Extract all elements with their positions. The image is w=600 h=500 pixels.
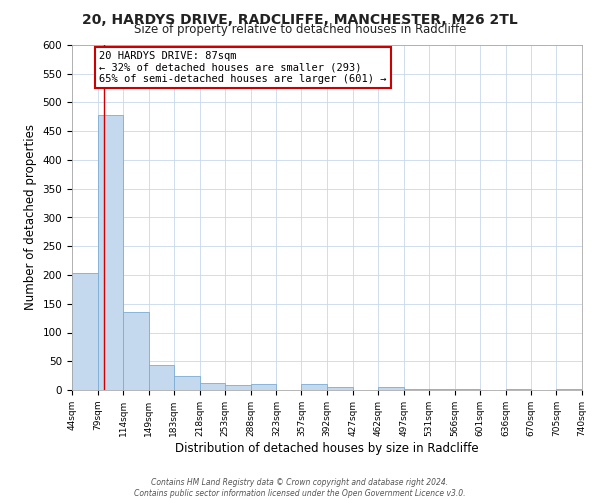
Bar bbox=[251, 384, 277, 390]
Bar bbox=[301, 384, 327, 390]
Bar bbox=[429, 389, 455, 390]
Text: Contains HM Land Registry data © Crown copyright and database right 2024.
Contai: Contains HM Land Registry data © Crown c… bbox=[134, 478, 466, 498]
Text: 20, HARDYS DRIVE, RADCLIFFE, MANCHESTER, M26 2TL: 20, HARDYS DRIVE, RADCLIFFE, MANCHESTER,… bbox=[82, 12, 518, 26]
Bar bbox=[98, 115, 123, 390]
Bar bbox=[506, 389, 531, 390]
Bar bbox=[149, 366, 174, 390]
Bar bbox=[455, 389, 480, 390]
Bar bbox=[404, 389, 429, 390]
Bar bbox=[199, 382, 225, 390]
Bar bbox=[327, 387, 353, 390]
X-axis label: Distribution of detached houses by size in Radcliffe: Distribution of detached houses by size … bbox=[175, 442, 479, 454]
Bar bbox=[378, 387, 404, 390]
Bar bbox=[72, 274, 98, 390]
Text: 20 HARDYS DRIVE: 87sqm
← 32% of detached houses are smaller (293)
65% of semi-de: 20 HARDYS DRIVE: 87sqm ← 32% of detached… bbox=[99, 50, 386, 84]
Bar bbox=[556, 389, 582, 390]
Bar bbox=[123, 312, 149, 390]
Bar bbox=[174, 376, 199, 390]
Text: Size of property relative to detached houses in Radcliffe: Size of property relative to detached ho… bbox=[134, 22, 466, 36]
Bar bbox=[225, 385, 251, 390]
Y-axis label: Number of detached properties: Number of detached properties bbox=[24, 124, 37, 310]
